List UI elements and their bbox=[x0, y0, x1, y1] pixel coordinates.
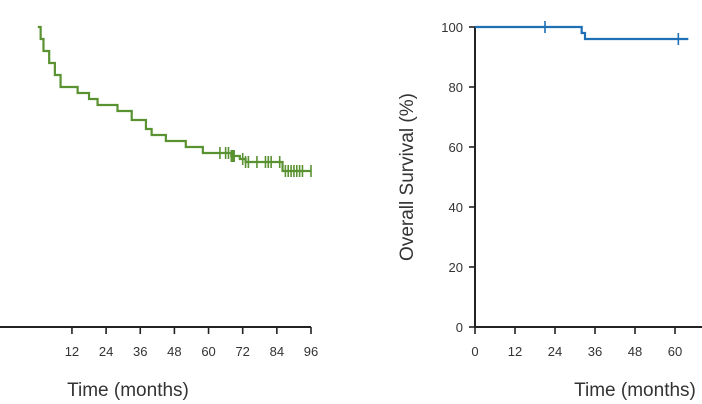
y-tick-label: 80 bbox=[449, 80, 463, 95]
x-tick-label: 48 bbox=[628, 344, 642, 359]
x-tick-label: 12 bbox=[508, 344, 522, 359]
x-tick-label: 0 bbox=[471, 344, 478, 359]
x-tick-label: 84 bbox=[270, 344, 284, 359]
x-tick-label: 60 bbox=[668, 344, 682, 359]
y-tick-label: 20 bbox=[449, 260, 463, 275]
x-tick-label: 24 bbox=[99, 344, 113, 359]
x-tick-label: 60 bbox=[201, 344, 215, 359]
right-y-axis-title: Overall Survival (%) bbox=[397, 93, 418, 261]
right-survival-curve bbox=[475, 25, 689, 41]
right-censor-marks bbox=[544, 21, 680, 45]
left-survival-curve bbox=[37, 25, 311, 173]
x-tick-label: 48 bbox=[167, 344, 181, 359]
y-tick-label: 0 bbox=[456, 320, 463, 335]
y-tick-label: 40 bbox=[449, 200, 463, 215]
left-x-axis-title: Time (months) bbox=[67, 380, 189, 401]
left-censor-marks bbox=[219, 147, 312, 177]
right-chart: 0 20 40 60 80 100 0 12 24 36 48 60 Overall Surviva… bbox=[397, 20, 702, 401]
x-tick-label: 72 bbox=[235, 344, 249, 359]
left-x-ticks: 12 24 36 48 60 72 84 96 bbox=[65, 327, 318, 359]
right-x-axis-title: Time (months) bbox=[574, 380, 696, 401]
y-tick-label: 100 bbox=[441, 20, 463, 35]
x-tick-label: 96 bbox=[304, 344, 318, 359]
left-chart: 12 24 36 48 60 72 84 96 Time (months) bbox=[0, 25, 318, 401]
x-tick-label: 12 bbox=[65, 344, 79, 359]
y-tick-label: 60 bbox=[449, 140, 463, 155]
x-tick-label: 36 bbox=[588, 344, 602, 359]
x-tick-label: 36 bbox=[133, 344, 147, 359]
right-y-ticks: 0 20 40 60 80 100 bbox=[441, 20, 475, 335]
right-x-ticks: 0 12 24 36 48 60 bbox=[471, 327, 682, 359]
x-tick-label: 24 bbox=[548, 344, 562, 359]
